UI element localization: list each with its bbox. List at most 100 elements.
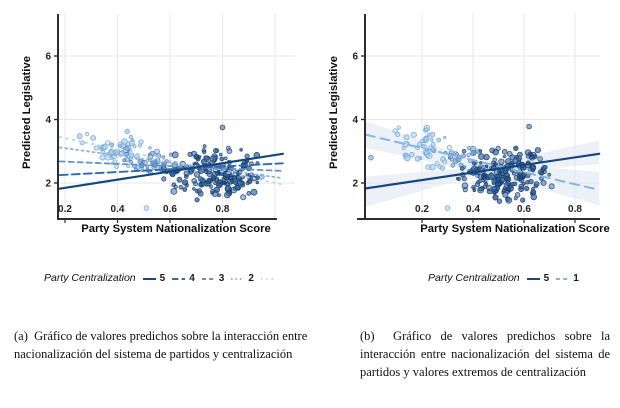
- legend-b: Party Centralization 5 1: [428, 271, 579, 285]
- scatter-point: [176, 176, 183, 183]
- scatter-point: [195, 156, 201, 162]
- scatter-point: [523, 185, 530, 192]
- scatter-point: [187, 151, 193, 157]
- scatter-point: [170, 187, 178, 195]
- legend-item-4: 4: [172, 273, 195, 284]
- scatter-point: [224, 156, 228, 161]
- scatter-point: [414, 155, 421, 162]
- scatter-point: [218, 152, 223, 157]
- legend-a-title: Party Centralization: [44, 272, 136, 284]
- scatter-point: [93, 145, 100, 151]
- scatter-point: [219, 124, 226, 131]
- scatter-point: [128, 139, 135, 146]
- scatter-point: [392, 128, 398, 134]
- scatter-point: [112, 149, 117, 154]
- scatter-point: [145, 164, 150, 169]
- scatter-point: [488, 172, 495, 180]
- scatter-point: [410, 131, 417, 138]
- legend-key-icon: [260, 278, 274, 280]
- scatter-point: [76, 133, 83, 140]
- scatter-point: [224, 191, 231, 199]
- scatter-point: [424, 127, 429, 132]
- scatter-point: [178, 185, 184, 190]
- scatter-point: [456, 176, 461, 182]
- scatter-point: [539, 171, 544, 176]
- scatter-point: [485, 176, 490, 181]
- scatter-point: [132, 144, 137, 149]
- x-axis-title: Party System Nationalization Score: [81, 223, 271, 235]
- y-tick-label: 2: [352, 179, 358, 190]
- x-axis-title: Party System Nationalization Score: [420, 223, 610, 235]
- scatter-point: [478, 178, 483, 183]
- scatter-point: [486, 184, 493, 191]
- legend-item-label: 4: [189, 272, 195, 284]
- scatter-point: [440, 165, 446, 171]
- scatter-point: [205, 178, 212, 184]
- scatter-point: [526, 123, 532, 130]
- scatter-point: [109, 142, 114, 148]
- scatter-point: [501, 188, 506, 193]
- y-tick-label: 6: [352, 52, 358, 63]
- scatter-point: [518, 186, 525, 193]
- x-tick-label: 0.8: [568, 204, 582, 215]
- scatter-point: [513, 145, 519, 151]
- scatter-point: [447, 153, 454, 159]
- legend-item-unlabeled: [260, 274, 275, 282]
- scatter-point: [173, 184, 178, 189]
- scatter-point: [462, 187, 468, 193]
- scatter-point: [482, 177, 486, 181]
- legend-item-1: 1: [556, 273, 579, 284]
- scatter-point: [478, 149, 483, 153]
- scatter-point: [247, 178, 253, 184]
- scatter-point: [128, 134, 134, 140]
- legend-item-label: 2: [248, 272, 254, 284]
- scatter-point: [84, 131, 90, 137]
- scatter-point: [417, 141, 423, 147]
- scatter-point: [219, 156, 225, 162]
- scatter-point: [495, 176, 502, 183]
- scatter-point: [99, 154, 106, 161]
- y-axis-title: Predicted Legislative: [21, 56, 33, 169]
- scatter-point: [442, 159, 448, 165]
- regression-line-1: [58, 136, 284, 186]
- scatter-point: [540, 179, 547, 186]
- scatter-point: [183, 174, 189, 179]
- scatter-point: [128, 160, 134, 165]
- scatter-point: [502, 154, 507, 159]
- scatter-point: [368, 154, 374, 161]
- scatter-point: [396, 125, 401, 130]
- y-tick-label: 4: [45, 115, 51, 126]
- legend-item-2: 2: [231, 273, 254, 284]
- legend-key-icon: [556, 278, 570, 280]
- scatter-point: [442, 135, 447, 140]
- scatter-point: [121, 138, 128, 145]
- scatter-point: [150, 160, 155, 166]
- scatter-point: [425, 164, 431, 170]
- scatter-point: [154, 148, 160, 155]
- scatter-point: [246, 190, 252, 196]
- scatter-point: [90, 135, 96, 141]
- scatter-point: [477, 173, 484, 180]
- legend-key-icon: [201, 278, 215, 280]
- scatter-point: [502, 168, 508, 174]
- scatter-point: [202, 144, 207, 149]
- scatter-point: [114, 163, 120, 169]
- scatter-point: [507, 184, 515, 192]
- scatter-point: [117, 144, 123, 149]
- scatter-point: [530, 189, 537, 195]
- scatter-point: [194, 197, 200, 203]
- scatter-point: [192, 187, 196, 191]
- scatter-point: [124, 151, 129, 157]
- scatter-point: [137, 158, 143, 165]
- scatter-point: [191, 178, 198, 184]
- scatter-point: [104, 140, 111, 146]
- scatter-point: [215, 148, 220, 153]
- scatter-point: [532, 154, 538, 160]
- regression-line-5: [58, 152, 284, 190]
- scatter-point: [210, 188, 215, 194]
- scatter-point: [530, 168, 535, 173]
- scatter-point: [426, 132, 431, 137]
- legend-key-icon: [172, 278, 186, 280]
- scatter-point: [234, 184, 241, 191]
- scatter-point: [238, 178, 243, 183]
